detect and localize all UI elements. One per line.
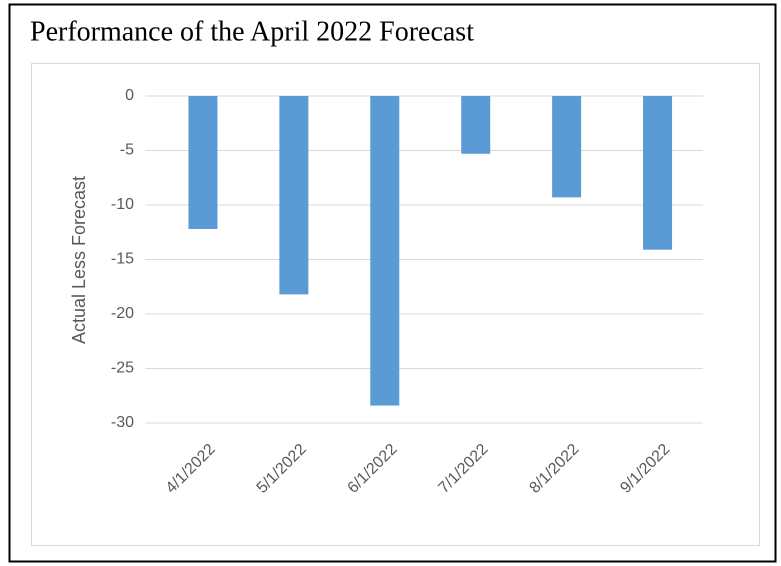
y-tick-label: -20 [111,305,134,322]
bar [461,96,491,154]
bar [188,96,218,229]
bar [370,96,400,406]
plot-frame [31,63,760,546]
y-tick-label: 0 [125,87,134,104]
y-axis-label: Actual Less Forecast [69,176,89,344]
bar [643,96,673,250]
y-tick-label: -30 [111,414,134,431]
chart-title: Performance of the April 2022 Forecast [30,16,474,47]
y-tick-label: -10 [111,196,134,213]
y-tick-label: -5 [120,142,134,159]
y-tick-label: -25 [111,360,134,377]
y-tick-label: -15 [111,251,134,268]
bar [552,96,582,198]
bar [279,96,309,295]
